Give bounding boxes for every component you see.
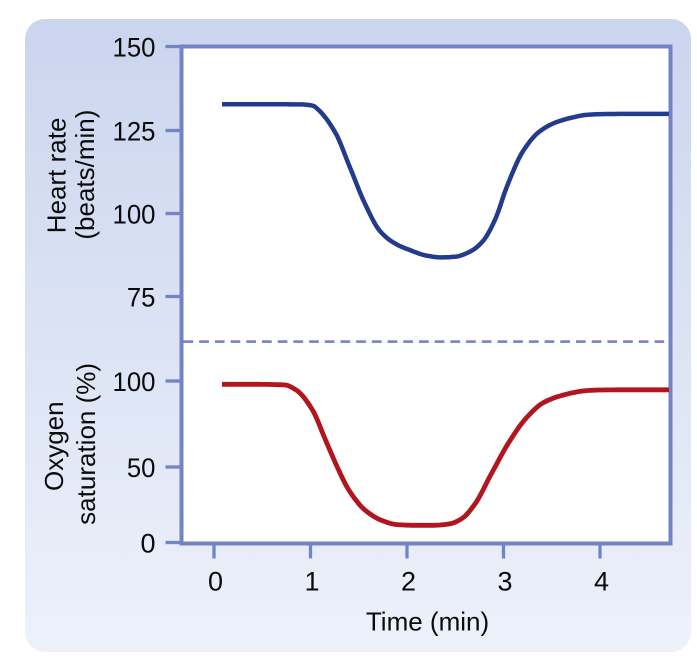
svg-text:3: 3 — [497, 567, 512, 597]
svg-text:0: 0 — [140, 529, 155, 559]
svg-text:150: 150 — [113, 33, 156, 63]
svg-text:75: 75 — [127, 283, 156, 313]
svg-text:(beats/min): (beats/min) — [70, 110, 100, 240]
svg-text:Oxygen: Oxygen — [39, 401, 69, 491]
svg-text:Heart rate: Heart rate — [41, 118, 71, 234]
svg-text:50: 50 — [127, 453, 156, 483]
svg-text:100: 100 — [113, 367, 156, 397]
svg-text:2: 2 — [401, 567, 416, 597]
svg-text:1: 1 — [304, 567, 319, 597]
svg-text:100: 100 — [113, 200, 156, 230]
svg-text:Time (min): Time (min) — [366, 607, 489, 637]
svg-text:125: 125 — [113, 117, 156, 147]
svg-text:0: 0 — [208, 567, 223, 597]
svg-text:4: 4 — [594, 567, 609, 597]
svg-text:saturation (%): saturation (%) — [71, 363, 101, 525]
